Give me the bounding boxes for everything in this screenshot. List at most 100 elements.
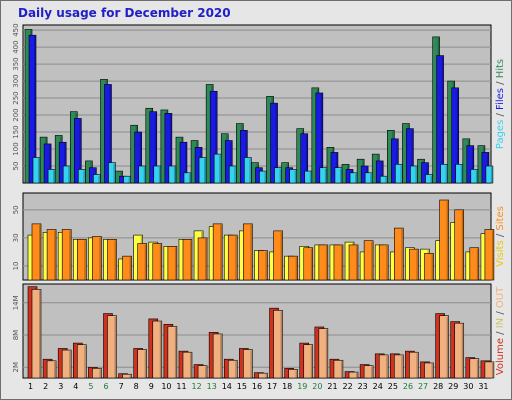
bar-pages-23 xyxy=(364,172,373,184)
bar-sites-4 xyxy=(76,239,87,281)
bar-pages-3 xyxy=(62,165,71,184)
bar-sites-10 xyxy=(167,246,178,281)
y-tick-label: 300 xyxy=(12,74,20,87)
bar-shade xyxy=(69,230,71,280)
bar-shade xyxy=(250,224,252,280)
bar-shade xyxy=(280,311,283,378)
bar-sites-5 xyxy=(92,236,102,281)
bar-shade xyxy=(386,245,388,280)
bar-files-25 xyxy=(391,138,399,184)
x-tick-label-16: 16 xyxy=(252,382,262,391)
bar-shade xyxy=(114,316,116,378)
bar-sites-21 xyxy=(333,244,344,281)
bar-shade xyxy=(230,141,232,183)
bar-out-26 xyxy=(409,351,419,379)
x-tick-label-25: 25 xyxy=(388,382,398,391)
axis-label-part: Volume xyxy=(495,338,506,375)
bar-out-21 xyxy=(333,359,344,379)
bar-shade xyxy=(445,165,448,183)
bar-pages-5 xyxy=(93,174,101,184)
bar-shade xyxy=(325,245,328,280)
bar-sites-20 xyxy=(318,244,329,281)
x-tick-label-7: 7 xyxy=(119,382,124,391)
bar-shade xyxy=(264,172,266,183)
bar-shade xyxy=(381,161,383,183)
bar-shade xyxy=(325,329,328,378)
bar-shade xyxy=(34,36,36,184)
bar-pages-16 xyxy=(259,170,267,184)
bar-out-11 xyxy=(182,351,193,379)
bar-shade xyxy=(39,224,41,280)
bar-shade xyxy=(139,133,142,183)
bar-shade xyxy=(98,175,100,183)
axis-label-part: Pages xyxy=(495,120,506,149)
y-tick-label: 250 xyxy=(12,91,20,104)
axis-label-part: Files xyxy=(495,88,506,110)
bar-shade xyxy=(189,240,192,280)
bar-files-13 xyxy=(209,90,218,184)
bar-shade xyxy=(49,144,51,183)
bar-pages-8 xyxy=(138,165,146,184)
bar-shade xyxy=(401,229,403,280)
bar-out-28 xyxy=(439,315,449,379)
x-tick-label-15: 15 xyxy=(237,382,247,391)
bar-shade xyxy=(54,230,56,280)
bar-out-4 xyxy=(76,344,87,379)
x-tick-label-13: 13 xyxy=(207,382,217,391)
bar-shade xyxy=(205,238,207,280)
bar-pages-7 xyxy=(123,175,131,184)
y-tick-label: 14M xyxy=(12,295,20,310)
bar-shade xyxy=(159,244,162,280)
bar-files-2 xyxy=(43,143,52,184)
bar-shade xyxy=(129,257,132,280)
bar-out-8 xyxy=(137,349,147,379)
bar-shade xyxy=(305,134,308,183)
x-tick-label-20: 20 xyxy=(312,382,322,391)
bar-files-28 xyxy=(436,55,444,184)
bar-shade xyxy=(430,175,433,183)
bar-sites-12 xyxy=(197,237,208,281)
bar-shade xyxy=(295,257,298,280)
bar-shade xyxy=(245,131,247,183)
bar-out-17 xyxy=(273,310,283,379)
bar-shade xyxy=(249,158,251,183)
bar-pages-24 xyxy=(379,175,388,184)
bar-sites-13 xyxy=(212,223,223,281)
bar-shade xyxy=(38,158,40,183)
y-tick-label: 350 xyxy=(12,57,20,70)
bar-sites-30 xyxy=(469,247,480,281)
axis-label-part: / xyxy=(495,308,506,318)
bar-shade xyxy=(128,177,131,183)
bar-out-31 xyxy=(484,361,495,379)
bar-shade xyxy=(355,173,357,183)
y-tick-label: 30 xyxy=(12,233,20,242)
axis-label-part: IN xyxy=(495,318,506,328)
x-tick-label-27: 27 xyxy=(418,382,428,391)
bar-pages-10 xyxy=(168,165,177,184)
bar-files-6 xyxy=(104,84,112,184)
bar-pages-19 xyxy=(304,170,313,184)
bar-files-14 xyxy=(224,140,233,184)
axis-label-part: OUT xyxy=(495,286,506,308)
bar-pages-21 xyxy=(334,167,343,184)
x-tick-label-8: 8 xyxy=(134,382,139,391)
bar-shade xyxy=(53,170,55,183)
bar-shade xyxy=(416,250,418,280)
bar-files-24 xyxy=(375,160,384,184)
x-tick-label-23: 23 xyxy=(358,382,368,391)
bar-pages-11 xyxy=(183,172,192,184)
bar-shade xyxy=(371,241,373,280)
bar-shade xyxy=(431,363,434,378)
bar-sites-31 xyxy=(484,229,495,281)
axis-label-hits-files-pages: Pages / Files / Hits xyxy=(495,59,506,149)
bar-sites-6 xyxy=(107,239,117,281)
bar-out-20 xyxy=(318,328,329,379)
x-tick-label-30: 30 xyxy=(463,382,473,391)
bar-shade xyxy=(99,369,101,378)
bar-files-1 xyxy=(28,34,37,184)
bar-shade xyxy=(456,88,459,183)
bar-shade xyxy=(340,361,343,378)
x-tick-label-9: 9 xyxy=(149,382,154,391)
bar-shade xyxy=(320,93,323,183)
